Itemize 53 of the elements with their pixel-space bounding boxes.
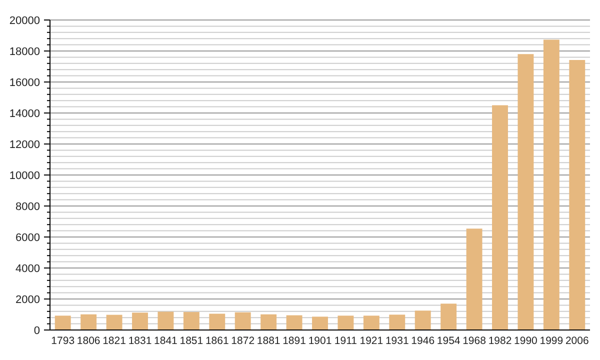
bar <box>569 60 586 330</box>
x-tick-label: 1954 <box>436 335 460 347</box>
bar <box>209 314 226 330</box>
bar <box>260 314 277 330</box>
x-tick-label: 1968 <box>462 335 486 347</box>
x-tick-label: 1872 <box>231 335 255 347</box>
x-tick-label: 1946 <box>411 335 435 347</box>
bar <box>543 40 560 330</box>
bar <box>414 310 431 330</box>
y-tick-label: 20000 <box>9 14 40 27</box>
x-tick-label: 1931 <box>385 335 409 347</box>
x-tick-label: 1990 <box>514 335 538 347</box>
bar <box>389 314 406 330</box>
x-tick-label: 1861 <box>205 335 229 347</box>
bar <box>518 54 534 330</box>
bar <box>183 312 200 330</box>
x-tick-label: 1851 <box>180 335 204 347</box>
y-tick-label: 2000 <box>16 294 40 306</box>
y-tick-label: 14000 <box>9 108 40 120</box>
x-tick-label: 1921 <box>360 335 384 347</box>
y-tick-label: 18000 <box>9 46 40 58</box>
x-tick-label: 1793 <box>51 335 75 347</box>
bar <box>338 316 354 330</box>
y-tick-label: 8000 <box>16 200 40 213</box>
bar <box>234 312 251 330</box>
x-tick-label: 1999 <box>540 335 564 347</box>
bar <box>106 314 122 330</box>
x-tick-label: 1881 <box>256 335 280 347</box>
bar <box>312 316 328 330</box>
bar <box>466 228 482 330</box>
bar <box>80 314 97 330</box>
x-tick-label: 1841 <box>154 335 178 347</box>
bar <box>440 304 457 330</box>
x-tick-label: 2006 <box>565 335 589 347</box>
bar <box>158 312 174 330</box>
y-tick-label: 6000 <box>16 232 40 244</box>
bar <box>363 316 380 330</box>
y-tick-label: 16000 <box>9 76 40 89</box>
x-tick-label: 1982 <box>488 335 512 347</box>
y-tick-label: 12000 <box>9 138 40 151</box>
x-tick-label: 1821 <box>102 335 126 347</box>
x-tick-label: 1806 <box>76 335 100 347</box>
bar <box>286 315 302 330</box>
bar <box>54 316 71 330</box>
y-tick-label: 10000 <box>9 170 40 182</box>
x-tick-label: 1901 <box>308 335 332 347</box>
x-tick-label: 1891 <box>282 335 306 347</box>
bar <box>132 312 148 330</box>
y-tick-label: 4000 <box>16 262 40 275</box>
x-tick-label: 1911 <box>334 335 358 347</box>
bar <box>492 105 508 330</box>
x-tick-label: 1831 <box>128 335 152 347</box>
y-tick-label: 0 <box>34 324 40 337</box>
